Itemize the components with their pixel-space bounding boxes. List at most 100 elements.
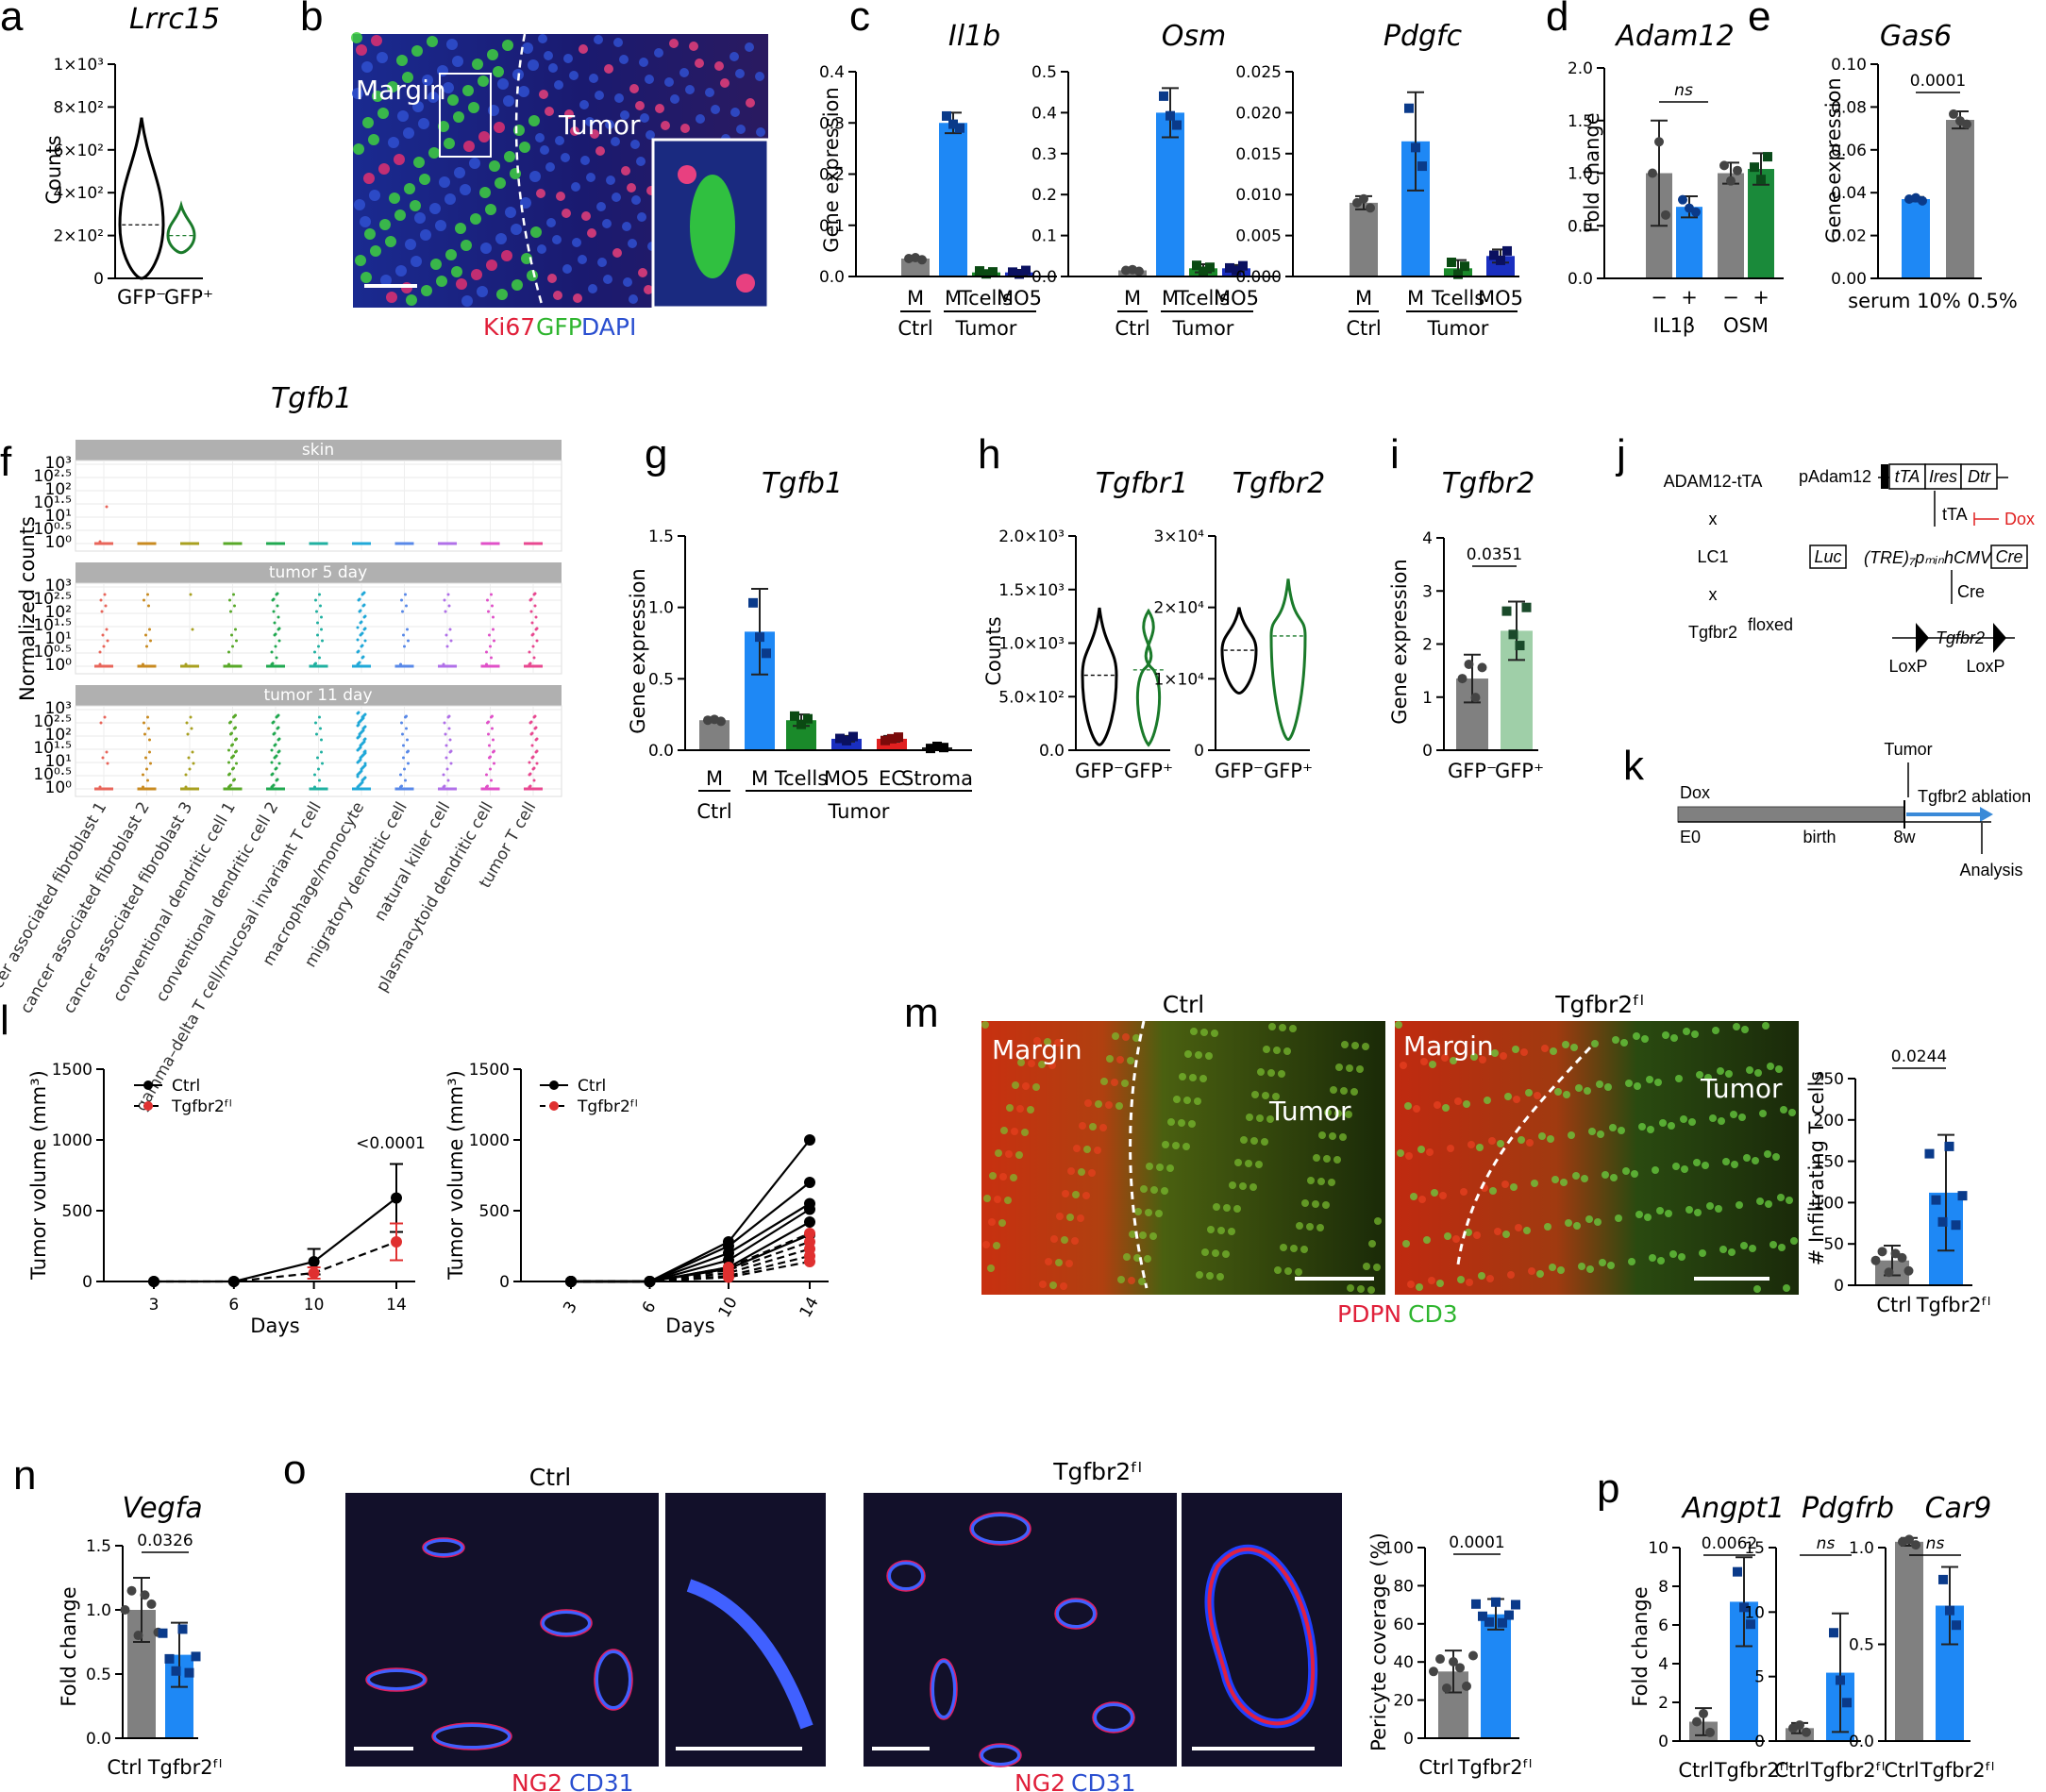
panel-o-chart-data-point xyxy=(1429,1666,1438,1677)
panel-m-cell xyxy=(1646,1076,1653,1083)
panel-m-chart-y-tick-label: 50 xyxy=(1823,1235,1844,1254)
panel-m-cell xyxy=(1179,1073,1186,1080)
panel-m-cell xyxy=(1027,1106,1034,1114)
panel-f-facet-label: skin xyxy=(302,441,334,460)
panel-p-angpt1-y-tick-label: 2 xyxy=(1658,1694,1669,1713)
panel-o-stain-cd31-left: CD31 xyxy=(569,1769,634,1792)
panel-b-cell xyxy=(552,235,562,244)
panel-m-cell xyxy=(1484,1097,1491,1104)
panel-f-cell-point xyxy=(442,662,445,666)
panel-m-cell xyxy=(1652,1166,1659,1174)
panel-j-loxp-2 xyxy=(1993,623,2006,653)
panel-b-cell xyxy=(451,266,462,277)
panel-m-cell xyxy=(1407,1281,1415,1288)
panel-b-cell xyxy=(411,256,422,267)
panel-h-tgfbr2-x-label: GFP⁻ xyxy=(1215,760,1264,782)
panel-b-cell xyxy=(705,88,714,97)
panel-b-cell xyxy=(528,115,540,126)
panel-f-title: Tgfb1 xyxy=(271,382,352,415)
panel-f-cell-point xyxy=(188,767,192,771)
panel-f-cell-point xyxy=(363,627,367,630)
panel-m-cell xyxy=(1633,1032,1640,1040)
panel-l-plot-1-y-tick-label: 0 xyxy=(82,1273,92,1292)
panel-o-ctrl-title: Ctrl xyxy=(529,1464,571,1491)
panel-d-data-point xyxy=(1719,160,1729,171)
panel-f-cell-point xyxy=(493,639,495,643)
panel-o-pericyte xyxy=(1054,1598,1098,1630)
panel-m-cell xyxy=(1659,1119,1667,1127)
panel-m-cell xyxy=(1200,1029,1208,1036)
panel-l-plot-2-legend-marker-ctrl xyxy=(549,1080,559,1090)
panel-f-cell-point xyxy=(533,604,537,608)
panel-m-cell xyxy=(1706,1202,1714,1210)
panel-j-cre: Cre xyxy=(1995,547,2022,566)
panel-b-cell xyxy=(711,105,720,114)
panel-f-cell-point xyxy=(230,633,233,637)
panel-f-cell-point xyxy=(444,633,448,637)
panel-m-cell xyxy=(1423,1236,1431,1244)
panel-f-cell-point xyxy=(321,639,324,643)
panel-c-il1b-y-tick-label: 0.0 xyxy=(819,268,845,287)
panel-b-cell xyxy=(614,93,624,103)
panel-o-vessel xyxy=(595,1650,632,1710)
panel-b-cell xyxy=(428,147,440,159)
panel-m-cell xyxy=(1416,1283,1423,1291)
panel-m-cell xyxy=(1341,1041,1349,1048)
panel-m-cell xyxy=(1460,1188,1467,1196)
panel-f-cell-point xyxy=(358,661,361,664)
panel-f-cell-point xyxy=(99,598,103,602)
panel-c-pdgfc-data-point xyxy=(1489,250,1499,260)
panel-f-cell-point xyxy=(275,766,278,770)
panel-m-cell xyxy=(1216,1273,1224,1281)
panel-b-cell xyxy=(480,243,492,254)
panel-m-cell xyxy=(987,1264,995,1272)
panel-f-cell-point xyxy=(275,754,278,758)
panel-i-y-label: Gene expression xyxy=(1388,559,1411,724)
panel-f-cell-point xyxy=(184,773,188,777)
panel-m-cell xyxy=(1502,1231,1510,1238)
panel-o-pericyte xyxy=(930,1658,958,1720)
panel-f-cell-point xyxy=(315,610,318,613)
panel-f-cell-point xyxy=(318,593,321,596)
panel-m-cell xyxy=(1479,1056,1486,1063)
panel-j-dtr-box xyxy=(1960,463,1998,490)
panel-d-data-point xyxy=(1691,207,1701,217)
panel-m-cell xyxy=(1033,1037,1041,1045)
panel-m-cell xyxy=(1488,1137,1496,1145)
panel-f-cell-point xyxy=(487,610,490,613)
panel-m-cell xyxy=(1173,1096,1181,1103)
panel-h-tgfbr1-y-tick-label: 2.0×10³ xyxy=(998,528,1065,546)
panel-c-il1b-y-tick-label: 0.3 xyxy=(819,114,845,133)
panel-j-tta-label: tTA xyxy=(1895,467,1920,486)
panel-m-cell xyxy=(1693,1159,1701,1166)
panel-b-cell xyxy=(354,199,365,210)
panel-p-angpt1-y-tick-label: 0 xyxy=(1658,1733,1669,1751)
panel-letter-a: a xyxy=(0,0,24,40)
panel-c-pdgfc-y-tick-label: 0.000 xyxy=(1235,268,1282,287)
panel-b-cell xyxy=(548,63,558,73)
panel-m-cell xyxy=(1618,1127,1625,1134)
panel-f-cell-point xyxy=(444,732,447,736)
panel-b-cell xyxy=(547,274,557,283)
panel-m-cell xyxy=(1470,1053,1478,1061)
panel-b-cell xyxy=(389,193,400,204)
panel-m-cell xyxy=(1501,1181,1509,1188)
panel-b-cell xyxy=(695,59,704,68)
panel-b-cell xyxy=(546,218,556,227)
panel-b-cell xyxy=(443,82,454,93)
panel-d-bar xyxy=(1748,169,1774,278)
panel-b-cell xyxy=(512,279,523,291)
panel-f-cell-point xyxy=(317,767,320,771)
panel-g-title: Tgfb1 xyxy=(762,467,843,500)
panel-i-x-label: GFP⁺ xyxy=(1495,760,1544,782)
panel-m-cell xyxy=(1129,1231,1136,1238)
panel-b-cell xyxy=(545,107,554,116)
panel-i-y-tick-label: 3 xyxy=(1422,582,1433,601)
panel-i-x-label: GFP⁻ xyxy=(1448,760,1497,782)
panel-m-cell xyxy=(1233,1205,1241,1213)
panel-m-cell xyxy=(1212,1249,1219,1257)
panel-i-y-tick-label: 0 xyxy=(1422,742,1433,761)
panel-m-cell xyxy=(1699,1249,1706,1257)
panel-m-cell xyxy=(1594,1218,1602,1226)
panel-i-significance-label: 0.0351 xyxy=(1467,545,1522,564)
